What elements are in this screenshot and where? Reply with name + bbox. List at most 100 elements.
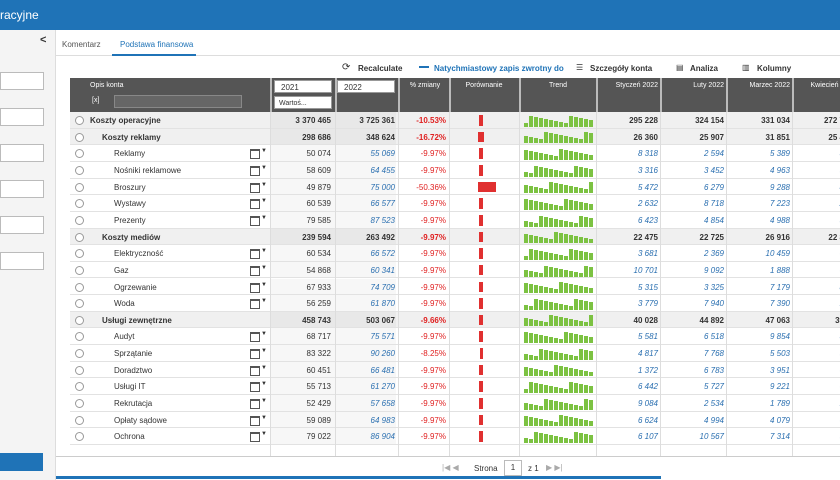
month-value[interactable]: 9 854 [769, 332, 790, 342]
row-radio[interactable] [75, 149, 84, 159]
month-value[interactable]: 4 963 [769, 165, 790, 175]
month-value[interactable]: 3 [780, 149, 840, 158]
month-value[interactable]: 2 594 [703, 149, 724, 159]
month-value[interactable]: 9 084 [637, 399, 658, 409]
calendar-icon[interactable] [250, 399, 260, 410]
month-value[interactable]: 6 423 [637, 215, 658, 225]
dropdown-arrow[interactable]: ▼ [261, 414, 267, 421]
row-radio[interactable] [75, 232, 84, 242]
month-value[interactable]: 9 288 [769, 182, 790, 192]
sidebar-input[interactable] [0, 216, 44, 234]
value-2022[interactable]: 66 572 [370, 249, 395, 259]
month-value[interactable]: 8 318 [637, 149, 658, 159]
dropdown-arrow[interactable]: ▼ [261, 164, 267, 171]
month-value[interactable]: 2 632 [637, 199, 658, 209]
tab-active[interactable]: Podstawa finansowa [120, 40, 194, 49]
value-2022[interactable]: 86 904 [370, 432, 395, 442]
month-value[interactable]: 5 581 [637, 332, 658, 342]
month-value[interactable]: 6 107 [637, 432, 658, 442]
value-2022[interactable]: 75 000 [370, 182, 395, 192]
value-2022[interactable]: 66 577 [370, 199, 395, 209]
calendar-icon[interactable] [250, 265, 260, 276]
row-radio[interactable] [75, 415, 84, 425]
month-value[interactable]: 2 369 [703, 249, 724, 259]
month-value[interactable]: 7 768 [703, 349, 724, 359]
month-value[interactable]: 7 223 [769, 199, 790, 209]
calendar-icon[interactable] [250, 415, 260, 426]
month-value[interactable]: 5 [780, 216, 840, 225]
filter-input[interactable] [114, 95, 242, 108]
row-radio[interactable] [75, 132, 84, 142]
month-value[interactable]: 6 783 [703, 365, 724, 375]
toolbar-button[interactable]: Recalculate [358, 64, 403, 73]
calendar-icon[interactable] [250, 149, 260, 160]
month-value[interactable]: 3 951 [769, 365, 790, 375]
month-value[interactable]: 7 390 [769, 299, 790, 309]
sidebar-button[interactable] [0, 453, 43, 471]
dropdown-arrow[interactable]: ▼ [261, 148, 267, 155]
value-select[interactable]: Wartoś... [274, 96, 332, 109]
month-value[interactable]: 6 518 [703, 332, 724, 342]
row-radio[interactable] [75, 199, 84, 209]
month-value[interactable]: 9 092 [703, 265, 724, 275]
value-2022[interactable]: 64 455 [370, 165, 395, 175]
month-value[interactable]: 3 681 [637, 249, 658, 259]
month-value[interactable]: 8 [780, 283, 840, 292]
month-value[interactable]: 10 701 [633, 265, 658, 275]
month-value[interactable]: 8 718 [703, 199, 724, 209]
row-radio[interactable] [75, 265, 84, 275]
month-value[interactable]: 5 727 [703, 382, 724, 392]
value-2022[interactable]: 75 571 [370, 332, 395, 342]
calendar-icon[interactable] [250, 215, 260, 226]
month-value[interactable]: 4 817 [637, 349, 658, 359]
value-2022[interactable]: 55 069 [370, 149, 395, 159]
collapse-button[interactable]: < [40, 34, 47, 46]
month-value[interactable]: 6 442 [637, 382, 658, 392]
row-radio[interactable] [75, 215, 84, 225]
value-2022[interactable]: 64 983 [370, 415, 395, 425]
row-radio[interactable] [75, 165, 84, 175]
dropdown-arrow[interactable]: ▼ [261, 398, 267, 405]
dropdown-arrow[interactable]: ▼ [261, 214, 267, 221]
month-value[interactable]: 5 503 [769, 349, 790, 359]
dropdown-arrow[interactable]: ▼ [261, 298, 267, 305]
row-radio[interactable] [75, 116, 84, 125]
month-value[interactable]: 6 [780, 249, 840, 258]
sidebar-input[interactable] [0, 108, 44, 126]
month-value[interactable]: 9 [780, 432, 840, 441]
dropdown-arrow[interactable]: ▼ [261, 248, 267, 255]
month-value[interactable]: 3 316 [637, 165, 658, 175]
month-value[interactable]: 2 534 [703, 399, 724, 409]
sidebar-input[interactable] [0, 72, 44, 90]
month-value[interactable]: 1 372 [637, 365, 658, 375]
value-2022[interactable]: 61 270 [370, 382, 395, 392]
toolbar-button[interactable]: Natychmiastowy zapis zwrotny do [434, 64, 564, 73]
row-radio[interactable] [75, 382, 84, 392]
month-value[interactable]: 6 624 [637, 415, 658, 425]
month-value[interactable]: 6 279 [703, 182, 724, 192]
tab[interactable]: Komentarz [62, 40, 101, 49]
month-value[interactable]: 3 452 [703, 165, 724, 175]
month-value[interactable]: 10 567 [699, 432, 724, 442]
month-value[interactable]: 1 789 [769, 399, 790, 409]
month-value[interactable]: 10 459 [765, 249, 790, 259]
month-value[interactable]: 6 [780, 366, 840, 375]
row-radio[interactable] [75, 349, 84, 359]
pager-prev[interactable]: |◀ ◀ [442, 463, 459, 472]
sidebar-input[interactable] [0, 144, 44, 162]
calendar-icon[interactable] [250, 182, 260, 193]
toolbar-button[interactable]: Szczegóły konta [590, 64, 653, 73]
month-value[interactable]: 5 315 [637, 282, 658, 292]
month-value[interactable]: 6 [780, 416, 840, 425]
month-value[interactable]: 6 [780, 382, 840, 391]
row-radio[interactable] [75, 249, 84, 259]
month-value[interactable]: 1 [780, 399, 840, 408]
month-value[interactable]: 5 389 [769, 149, 790, 159]
month-value[interactable]: 3 325 [703, 282, 724, 292]
dropdown-arrow[interactable]: ▼ [261, 198, 267, 205]
sidebar-search[interactable] [0, 180, 44, 198]
value-2022[interactable]: 90 260 [370, 349, 395, 359]
dropdown-arrow[interactable]: ▼ [261, 181, 267, 188]
row-radio[interactable] [75, 282, 84, 292]
month-value[interactable]: 7 314 [769, 432, 790, 442]
